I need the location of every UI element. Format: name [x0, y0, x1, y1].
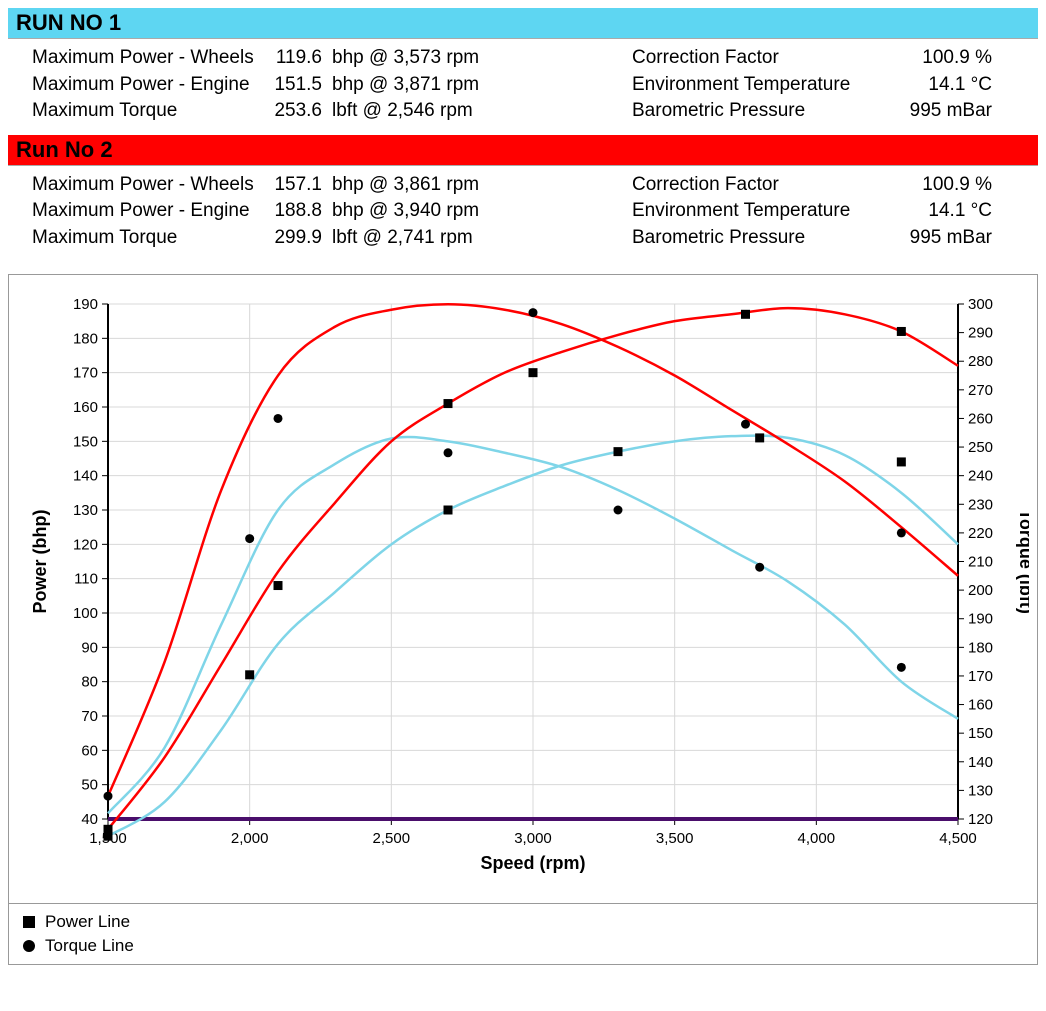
stat-row: Environment Temperature14.1 °C — [632, 72, 1026, 99]
svg-text:170: 170 — [73, 364, 98, 381]
stat-label: Maximum Torque — [32, 98, 272, 125]
svg-text:3,500: 3,500 — [656, 830, 694, 847]
svg-text:280: 280 — [968, 353, 993, 370]
svg-text:290: 290 — [968, 324, 993, 341]
stat-label: Maximum Power - Engine — [32, 198, 272, 225]
svg-text:200: 200 — [968, 582, 993, 599]
run-stats-1: Maximum Power - Wheels119.6bhp @ 3,573 r… — [8, 39, 1038, 135]
stat-value: 119.6 — [272, 45, 332, 72]
stat-unit: bhp @ 3,573 rpm — [332, 45, 632, 72]
svg-text:40: 40 — [81, 811, 98, 828]
svg-text:50: 50 — [81, 776, 98, 793]
circle-icon — [23, 940, 35, 952]
stat-unit: lbft @ 2,546 rpm — [332, 98, 632, 125]
svg-text:160: 160 — [73, 399, 98, 416]
stat-value: 188.8 — [272, 198, 332, 225]
stat-value: 299.9 — [272, 225, 332, 252]
svg-text:220: 220 — [968, 524, 993, 541]
stat-unit: bhp @ 3,871 rpm — [332, 72, 632, 99]
legend-torque: Torque Line — [23, 934, 1023, 958]
stat-unit: bhp @ 3,861 rpm — [332, 172, 632, 199]
svg-text:4,000: 4,000 — [798, 830, 836, 847]
svg-text:210: 210 — [968, 553, 993, 570]
stat-label: Barometric Pressure — [632, 225, 892, 252]
stat-row: Barometric Pressure995 mBar — [632, 225, 1026, 252]
stat-label: Maximum Torque — [32, 225, 272, 252]
svg-text:250: 250 — [968, 439, 993, 456]
svg-text:240: 240 — [968, 467, 993, 484]
svg-text:180: 180 — [73, 330, 98, 347]
svg-text:140: 140 — [73, 467, 98, 484]
stat-label: Correction Factor — [632, 172, 892, 199]
stat-value: 100.9 % — [892, 45, 992, 72]
stat-value: 14.1 °C — [892, 198, 992, 225]
legend-torque-label: Torque Line — [45, 936, 134, 956]
svg-text:130: 130 — [968, 782, 993, 799]
stat-label: Correction Factor — [632, 45, 892, 72]
svg-text:Torque (lbft): Torque (lbft) — [1016, 509, 1029, 614]
chart-container: 1,5002,0002,5003,0003,5004,0004,50040506… — [8, 274, 1038, 904]
dyno-chart: 1,5002,0002,5003,0003,5004,0004,50040506… — [13, 279, 1029, 899]
stat-label: Barometric Pressure — [632, 98, 892, 125]
stat-row: Maximum Torque253.6lbft @ 2,546 rpm — [32, 98, 632, 125]
stat-row: Correction Factor100.9 % — [632, 45, 1026, 72]
stat-label: Maximum Power - Wheels — [32, 45, 272, 72]
svg-text:120: 120 — [73, 536, 98, 553]
svg-text:90: 90 — [81, 639, 98, 656]
stat-row: Barometric Pressure995 mBar — [632, 98, 1026, 125]
svg-text:2,500: 2,500 — [373, 830, 411, 847]
svg-text:270: 270 — [968, 381, 993, 398]
svg-text:3,000: 3,000 — [514, 830, 552, 847]
svg-text:170: 170 — [968, 668, 993, 685]
svg-text:150: 150 — [968, 725, 993, 742]
legend-power: Power Line — [23, 910, 1023, 934]
svg-text:130: 130 — [73, 502, 98, 519]
stat-row: Maximum Power - Wheels157.1bhp @ 3,861 r… — [32, 172, 632, 199]
svg-text:190: 190 — [968, 610, 993, 627]
stat-unit: bhp @ 3,940 rpm — [332, 198, 632, 225]
svg-text:120: 120 — [968, 811, 993, 828]
svg-text:160: 160 — [968, 696, 993, 713]
svg-text:80: 80 — [81, 673, 98, 690]
stat-row: Maximum Power - Wheels119.6bhp @ 3,573 r… — [32, 45, 632, 72]
stat-value: 995 mBar — [892, 225, 992, 252]
stat-value: 253.6 — [272, 98, 332, 125]
svg-text:Speed (rpm): Speed (rpm) — [480, 853, 585, 873]
stat-label: Environment Temperature — [632, 72, 892, 99]
run-stats-2: Maximum Power - Wheels157.1bhp @ 3,861 r… — [8, 166, 1038, 262]
svg-text:110: 110 — [74, 570, 98, 587]
stat-row: Maximum Power - Engine188.8bhp @ 3,940 r… — [32, 198, 632, 225]
stat-row: Maximum Power - Engine151.5bhp @ 3,871 r… — [32, 72, 632, 99]
svg-text:230: 230 — [968, 496, 993, 513]
stat-value: 100.9 % — [892, 172, 992, 199]
stat-row: Environment Temperature14.1 °C — [632, 198, 1026, 225]
svg-text:260: 260 — [968, 410, 993, 427]
svg-text:180: 180 — [968, 639, 993, 656]
stat-row: Correction Factor100.9 % — [632, 172, 1026, 199]
svg-text:70: 70 — [81, 708, 98, 725]
svg-text:Power (bhp): Power (bhp) — [30, 509, 50, 613]
svg-text:100: 100 — [73, 605, 98, 622]
stat-label: Environment Temperature — [632, 198, 892, 225]
square-icon — [23, 916, 35, 928]
svg-text:150: 150 — [73, 433, 98, 450]
run-header-1: RUN NO 1 — [8, 8, 1038, 39]
svg-text:2,000: 2,000 — [231, 830, 269, 847]
svg-text:300: 300 — [968, 296, 993, 313]
chart-legend: Power Line Torque Line — [8, 904, 1038, 965]
svg-text:60: 60 — [81, 742, 98, 759]
svg-text:4,500: 4,500 — [939, 830, 977, 847]
stat-value: 157.1 — [272, 172, 332, 199]
run-header-2: Run No 2 — [8, 135, 1038, 166]
stat-label: Maximum Power - Engine — [32, 72, 272, 99]
svg-text:140: 140 — [968, 753, 993, 770]
stat-row: Maximum Torque299.9lbft @ 2,741 rpm — [32, 225, 632, 252]
stat-value: 995 mBar — [892, 98, 992, 125]
svg-text:190: 190 — [73, 296, 98, 313]
stat-value: 14.1 °C — [892, 72, 992, 99]
stat-label: Maximum Power - Wheels — [32, 172, 272, 199]
stat-value: 151.5 — [272, 72, 332, 99]
stat-unit: lbft @ 2,741 rpm — [332, 225, 632, 252]
legend-power-label: Power Line — [45, 912, 130, 932]
